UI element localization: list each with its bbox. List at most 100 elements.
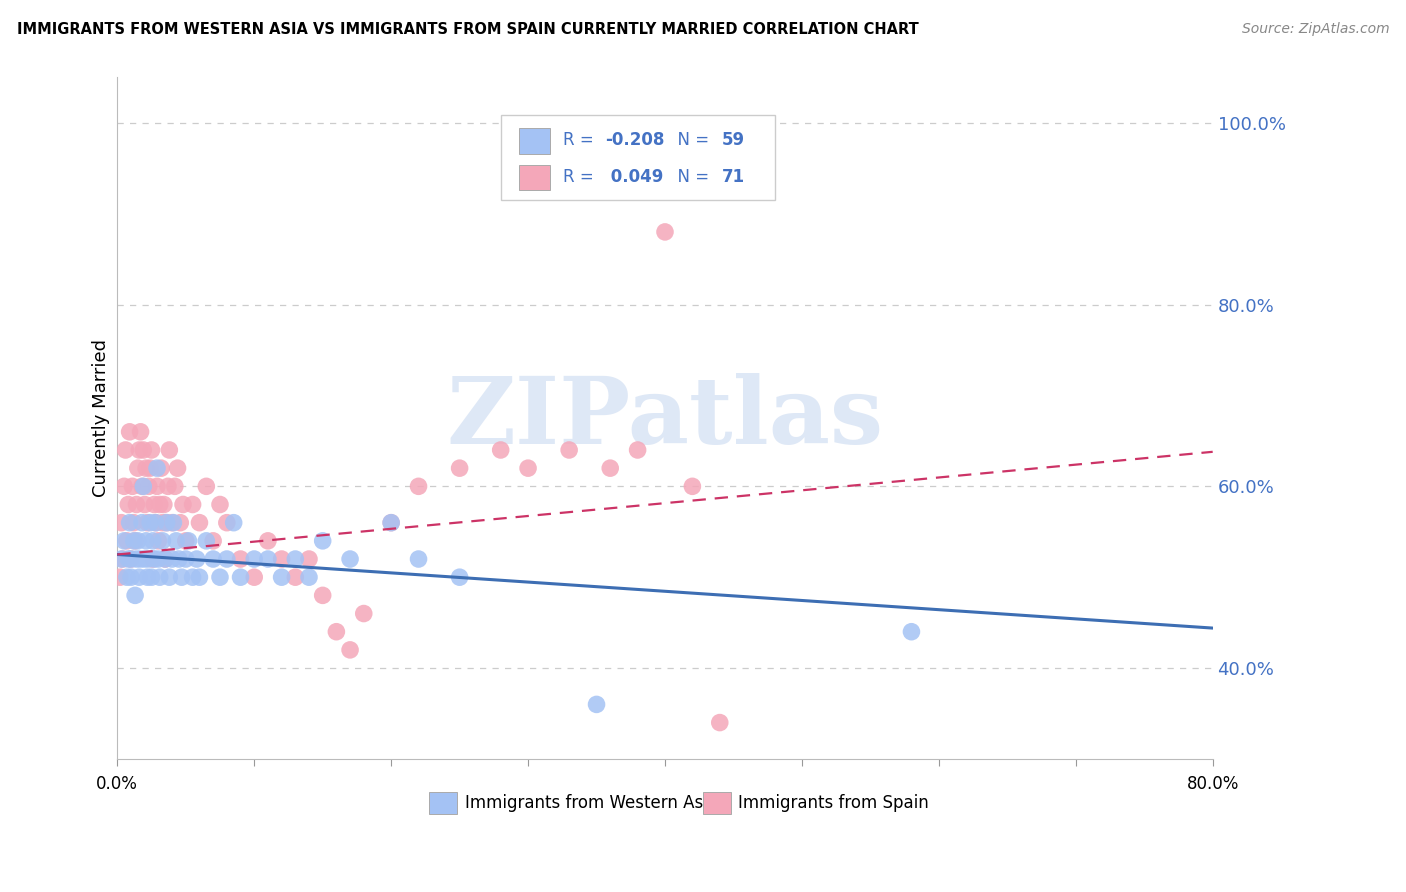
- Point: [125, 498, 148, 512]
- Point: [215, 516, 238, 530]
- Text: 0.0%: 0.0%: [97, 775, 138, 793]
- Point: [312, 533, 335, 548]
- Point: [152, 516, 174, 530]
- Text: R =: R =: [564, 168, 599, 186]
- Point: [165, 533, 187, 548]
- Point: [181, 498, 204, 512]
- Text: 59: 59: [721, 131, 745, 149]
- Bar: [429, 792, 457, 814]
- Point: [148, 552, 170, 566]
- Point: [257, 533, 280, 548]
- Point: [118, 425, 141, 439]
- Point: [112, 533, 135, 548]
- Point: [139, 461, 162, 475]
- Bar: [519, 128, 550, 153]
- Point: [124, 588, 146, 602]
- Point: [599, 461, 621, 475]
- Point: [408, 479, 430, 493]
- Point: [380, 516, 402, 530]
- Point: [120, 570, 142, 584]
- Text: Immigrants from Western Asia: Immigrants from Western Asia: [464, 794, 717, 813]
- Point: [128, 442, 150, 457]
- Point: [181, 570, 204, 584]
- Point: [558, 442, 581, 457]
- Point: [155, 516, 177, 530]
- Point: [136, 516, 159, 530]
- Point: [489, 442, 512, 457]
- Point: [298, 570, 321, 584]
- Text: Immigrants from Spain: Immigrants from Spain: [738, 794, 929, 813]
- Point: [160, 516, 183, 530]
- Text: 71: 71: [721, 168, 745, 186]
- Point: [122, 516, 145, 530]
- Point: [155, 552, 177, 566]
- Point: [169, 516, 191, 530]
- Point: [136, 570, 159, 584]
- Point: [117, 552, 139, 566]
- Point: [298, 552, 321, 566]
- Point: [114, 442, 136, 457]
- Text: Source: ZipAtlas.com: Source: ZipAtlas.com: [1241, 22, 1389, 37]
- Point: [121, 479, 143, 493]
- Point: [188, 516, 211, 530]
- Point: [626, 442, 648, 457]
- Point: [143, 498, 166, 512]
- Text: -0.208: -0.208: [605, 131, 664, 149]
- Point: [145, 516, 167, 530]
- Point: [900, 624, 922, 639]
- Point: [139, 516, 162, 530]
- Bar: [519, 164, 550, 190]
- Point: [112, 479, 135, 493]
- Point: [170, 570, 193, 584]
- Point: [585, 698, 607, 712]
- Point: [681, 479, 703, 493]
- Point: [156, 479, 179, 493]
- Point: [202, 533, 225, 548]
- Point: [339, 552, 361, 566]
- Text: R =: R =: [564, 131, 599, 149]
- Point: [132, 442, 155, 457]
- Point: [141, 570, 163, 584]
- Point: [122, 533, 145, 548]
- Point: [167, 552, 190, 566]
- Point: [270, 570, 292, 584]
- Text: 0.049: 0.049: [605, 168, 664, 186]
- Point: [155, 516, 177, 530]
- Point: [153, 498, 176, 512]
- Point: [284, 552, 307, 566]
- Point: [208, 498, 231, 512]
- Text: N =: N =: [668, 131, 714, 149]
- Point: [129, 552, 152, 566]
- Point: [141, 442, 163, 457]
- Point: [229, 570, 252, 584]
- Point: [195, 533, 218, 548]
- Point: [146, 479, 169, 493]
- Point: [118, 516, 141, 530]
- Point: [145, 516, 167, 530]
- Point: [160, 552, 183, 566]
- Point: [229, 552, 252, 566]
- Point: [243, 552, 266, 566]
- Point: [124, 533, 146, 548]
- Point: [149, 570, 172, 584]
- Point: [195, 479, 218, 493]
- Point: [735, 824, 758, 838]
- Point: [157, 442, 180, 457]
- Point: [188, 570, 211, 584]
- Point: [202, 552, 225, 566]
- Point: [174, 552, 197, 566]
- Point: [243, 570, 266, 584]
- Point: [166, 461, 188, 475]
- Point: [134, 498, 156, 512]
- Point: [257, 552, 280, 566]
- Point: [449, 461, 471, 475]
- Point: [110, 516, 132, 530]
- Text: N =: N =: [668, 168, 714, 186]
- Point: [654, 225, 676, 239]
- Point: [115, 570, 138, 584]
- FancyBboxPatch shape: [501, 115, 775, 200]
- Point: [449, 570, 471, 584]
- Point: [125, 552, 148, 566]
- Point: [517, 461, 540, 475]
- Point: [115, 533, 138, 548]
